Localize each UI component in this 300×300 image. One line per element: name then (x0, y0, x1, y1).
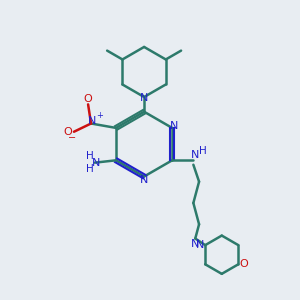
Text: N: N (140, 94, 148, 103)
Text: H: H (86, 151, 93, 161)
Text: N: N (190, 150, 199, 160)
Text: O: O (239, 259, 248, 269)
Text: N: N (92, 158, 100, 168)
Text: N: N (88, 116, 97, 126)
Text: −: − (68, 133, 76, 143)
Text: N: N (196, 240, 204, 250)
Text: N: N (190, 238, 199, 248)
Text: N: N (140, 175, 148, 185)
Text: H: H (86, 164, 93, 174)
Text: O: O (84, 94, 92, 104)
Text: H: H (199, 146, 207, 156)
Text: +: + (96, 111, 103, 120)
Text: N: N (170, 121, 179, 130)
Text: O: O (63, 127, 72, 137)
